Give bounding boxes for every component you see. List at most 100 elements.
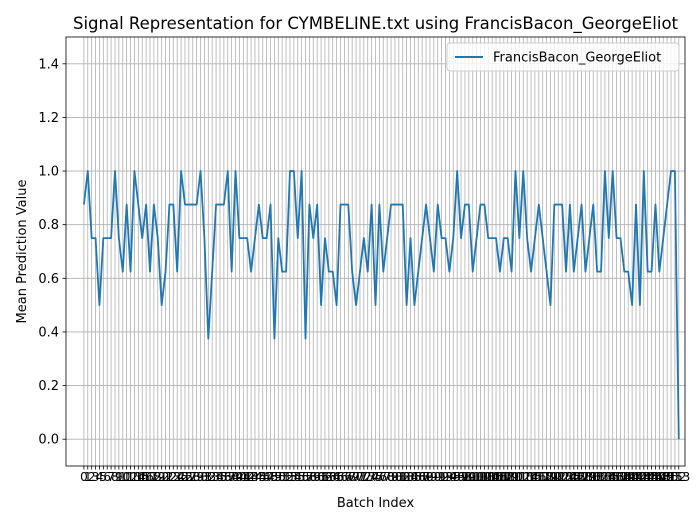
x-tick-label: 112 [508, 470, 531, 484]
x-tick-label: 135 [597, 470, 620, 484]
x-tick-label: 0 [80, 470, 88, 484]
x-tick-label: 113 [512, 470, 535, 484]
x-tick-label: 22 [162, 470, 177, 484]
x-tick-label: 70 [348, 470, 363, 484]
x-tick-label: 61 [313, 470, 328, 484]
x-tick-label: 93 [438, 470, 453, 484]
x-tick-label: 6 [103, 470, 111, 484]
x-tick-label: 27 [181, 470, 196, 484]
x-tick-label: 111 [504, 470, 527, 484]
x-tick-label: 33 [205, 470, 220, 484]
x-tick-label: 55 [290, 470, 305, 484]
y-tick-label: 0.6 [38, 272, 59, 287]
x-tick-label: 127 [566, 470, 589, 484]
x-tick-label: 148 [648, 470, 671, 484]
x-tick-label: 34 [208, 470, 223, 484]
x-tick-label: 50 [271, 470, 286, 484]
x-tick-label: 140 [617, 470, 640, 484]
series-layer [82, 170, 680, 440]
x-tick-label: 92 [434, 470, 449, 484]
x-tick-label: 96 [450, 470, 465, 484]
x-tick-label: 74 [364, 470, 379, 484]
x-tick-label: 42 [240, 470, 255, 484]
x-tick-label: 30 [193, 470, 208, 484]
x-tick-label: 52 [278, 470, 293, 484]
x-axis-label: Batch Index [337, 496, 415, 511]
x-tick-label: 24 [170, 470, 185, 484]
x-tick-label: 54 [286, 470, 301, 484]
x-tick-label: 5 [100, 470, 108, 484]
legend-label: FrancisBacon_GeorgeEliot [493, 51, 661, 66]
x-tick-label: 2 [88, 470, 96, 484]
x-tick-label: 120 [539, 470, 562, 484]
x-tick-label: 91 [430, 470, 445, 484]
x-tick-label: 41 [236, 470, 251, 484]
x-tick-label: 86 [411, 470, 426, 484]
x-tick-label: 107 [488, 470, 511, 484]
x-tick-label: 139 [613, 470, 636, 484]
x-tick-label: 103 [473, 470, 496, 484]
x-tick-label: 58 [302, 470, 317, 484]
x-tick-label: 10 [115, 470, 130, 484]
x-tick-label: 114 [516, 470, 539, 484]
x-tick-label: 75 [368, 470, 383, 484]
x-tick-label: 14 [131, 470, 146, 484]
x-tick-label: 105 [481, 470, 504, 484]
x-tick-label: 44 [247, 470, 262, 484]
x-tick-label: 79 [383, 470, 398, 484]
x-tick-label: 72 [356, 470, 371, 484]
x-tick-label: 83 [399, 470, 414, 484]
x-tick-label: 49 [267, 470, 282, 484]
y-tick-label: 0.2 [38, 379, 59, 394]
x-tick-label: 84 [403, 470, 418, 484]
x-tick-label: 85 [407, 470, 422, 484]
x-tick-label: 134 [593, 470, 616, 484]
x-tick-label: 108 [492, 470, 515, 484]
x-tick-label: 56 [294, 470, 309, 484]
x-tick-label: 46 [255, 470, 270, 484]
y-tick-label: 0.0 [38, 433, 59, 448]
x-tick-label: 101 [465, 470, 488, 484]
x-tick-label: 66 [333, 470, 348, 484]
x-tick-label: 31 [197, 470, 212, 484]
x-tick-label: 62 [317, 470, 332, 484]
legend-box [446, 42, 680, 72]
y-axis-label: Mean Prediction Value [15, 180, 30, 324]
y-tick-label: 1.2 [38, 111, 59, 126]
x-tick-label: 150 [656, 470, 679, 484]
x-tick-label: 64 [325, 470, 340, 484]
y-axis: 0.0 0.2 0.4 0.6 0.8 1.0 1.2 1.4 [38, 57, 66, 448]
x-tick-label: 53 [282, 470, 297, 484]
x-tick-label: 116 [523, 470, 546, 484]
x-tick-label: 59 [306, 470, 321, 484]
x-tick-label: 129 [574, 470, 597, 484]
x-tick-label: 88 [418, 470, 433, 484]
x-tick-label: 133 [590, 470, 613, 484]
x-tick-label: 142 [625, 470, 648, 484]
y-tick-label: 1.0 [38, 165, 59, 180]
x-tick-label: 36 [216, 470, 231, 484]
x-tick-label: 25 [173, 470, 188, 484]
x-tick-label: 109 [496, 470, 519, 484]
x-tick-label: 98 [457, 470, 472, 484]
x-tick-label: 119 [535, 470, 558, 484]
x-tick-label: 23 [166, 470, 181, 484]
x-tick-label: 73 [360, 470, 375, 484]
x-tick-label: 51 [275, 470, 290, 484]
x-tick-label: 141 [621, 470, 644, 484]
x-tick-label: 8 [111, 470, 119, 484]
x-tick-label: 67 [337, 470, 352, 484]
x-tick-label: 43 [243, 470, 258, 484]
x-tick-label: 149 [652, 470, 675, 484]
x-tick-label: 123 [551, 470, 574, 484]
x-tick-label: 47 [259, 470, 274, 484]
x-tick-label: 26 [177, 470, 192, 484]
x-tick-label: 13 [127, 470, 142, 484]
x-tick-label: 118 [531, 470, 554, 484]
x-tick-label: 153 [667, 470, 690, 484]
x-tick-label: 77 [376, 470, 391, 484]
chart-title: Signal Representation for CYMBELINE.txt … [73, 14, 679, 34]
x-tick-label: 78 [380, 470, 395, 484]
x-tick-label: 94 [442, 470, 457, 484]
x-tick-label: 35 [212, 470, 227, 484]
